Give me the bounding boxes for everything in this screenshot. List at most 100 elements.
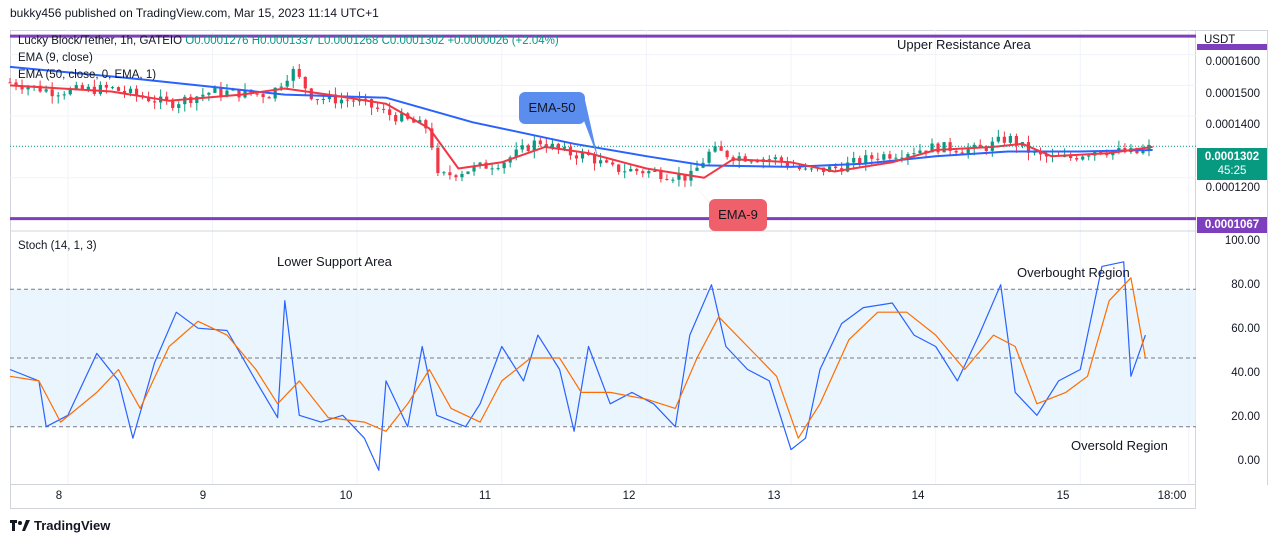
candle-body [960, 152, 964, 154]
candle-body [345, 99, 350, 101]
candle-body [749, 161, 753, 163]
candle-body [74, 85, 78, 89]
tradingview-branding[interactable]: TradingView [10, 518, 110, 533]
current-price: 0.0001302 [1204, 151, 1260, 163]
candle-body [80, 85, 84, 90]
candle-body [321, 99, 325, 101]
candle-body [261, 94, 265, 98]
candle-body [388, 109, 392, 115]
candle-body [936, 143, 940, 153]
candle-body [870, 155, 874, 159]
candle-body [351, 100, 356, 102]
candle-body [134, 88, 139, 96]
candle-body [707, 151, 711, 163]
time-tick: 11 [479, 490, 491, 502]
candle-body [219, 87, 223, 96]
ema50-legend[interactable]: EMA (50, close, 0, EMA, 1) [18, 69, 157, 81]
stoch-tick: 40.00 [1231, 367, 1260, 379]
upper-resistance-label: Upper Resistance Area [897, 37, 1031, 52]
candle-body [592, 154, 597, 164]
candle-body [315, 99, 319, 101]
candle-body [562, 147, 567, 149]
resistance-badge [1197, 44, 1267, 50]
candle-body [14, 82, 18, 87]
candle-body [852, 157, 856, 163]
symbol-legend[interactable]: Lucky Block/Tether, 1h, GATEIO O0.000127… [18, 35, 559, 47]
stoch-d-line [9, 277, 1146, 439]
candle-body [62, 94, 66, 96]
candle-body [8, 82, 12, 84]
time-tick: 9 [199, 490, 207, 502]
candle-body [641, 171, 645, 174]
candle-body [147, 97, 151, 102]
stoch-tick: 20.00 [1231, 411, 1260, 423]
time-tick: 8 [55, 490, 63, 502]
candle-body [418, 120, 422, 123]
candle-body [56, 95, 60, 97]
candle-body [225, 90, 229, 96]
candle-body [116, 87, 121, 91]
candle-body [104, 84, 109, 88]
candle-body [430, 128, 434, 148]
ema50-line [9, 65, 1153, 168]
candle-body [128, 88, 133, 93]
candle-body [550, 143, 554, 149]
candle-body [520, 145, 524, 150]
candle-body [912, 153, 916, 155]
time-tick: 10 [339, 490, 353, 502]
time-tick: 13 [767, 490, 781, 502]
time-tick: 14 [911, 490, 925, 502]
candle-body [442, 172, 446, 174]
lower-support-label: Lower Support Area [277, 254, 392, 269]
candle-body [1117, 148, 1121, 152]
candle-body [605, 160, 609, 163]
candle-body [502, 162, 506, 169]
candle-body [285, 80, 289, 87]
candle-body [454, 175, 458, 178]
candle-body [695, 167, 699, 171]
stoch-tick: 100.00 [1224, 235, 1260, 247]
publisher-header: bukky456 published on TradingView.com, M… [10, 6, 379, 20]
candle-body [1075, 158, 1079, 160]
candle-body [538, 140, 542, 145]
candle-body [834, 166, 838, 169]
candle-body [50, 89, 54, 97]
candle-body [623, 171, 627, 173]
candle-body [165, 96, 169, 101]
candle-body [424, 120, 428, 129]
candle-body [297, 68, 301, 77]
oversold-label: Oversold Region [1071, 438, 1168, 453]
candle-body [918, 150, 922, 154]
candle-body [900, 157, 904, 159]
candle-body [237, 89, 241, 98]
candle-body [1105, 153, 1109, 156]
stoch-tick: 80.00 [1231, 279, 1260, 291]
candle-body [725, 150, 729, 158]
candle-body [948, 142, 952, 151]
candle-body [671, 179, 675, 181]
candle-body [719, 146, 723, 151]
chart-area[interactable] [10, 30, 1196, 485]
time-axis[interactable] [10, 485, 1196, 509]
candle-body [44, 89, 48, 92]
ema9-legend[interactable]: EMA (9, close) [18, 52, 93, 64]
candle-body [972, 144, 976, 149]
candle-body [400, 113, 404, 122]
candle-body [376, 107, 380, 109]
price-axis[interactable] [1196, 30, 1268, 485]
candle-body [996, 136, 1000, 142]
candle-body [906, 154, 910, 158]
candle-body [382, 108, 386, 110]
time-tick: 18:00 [1157, 490, 1187, 502]
candle-body [846, 162, 850, 172]
candle-countdown: 45:25 [1217, 165, 1247, 177]
candle-body [1002, 136, 1006, 143]
candle-body [635, 168, 639, 172]
candle-body [255, 93, 259, 95]
stoch-legend[interactable]: Stoch (14, 1, 3) [18, 240, 97, 252]
candle-body [1081, 156, 1085, 160]
candle-body [20, 86, 24, 90]
stoch-tick: 60.00 [1231, 323, 1260, 335]
candle-body [496, 168, 500, 170]
candle-body [773, 157, 777, 160]
